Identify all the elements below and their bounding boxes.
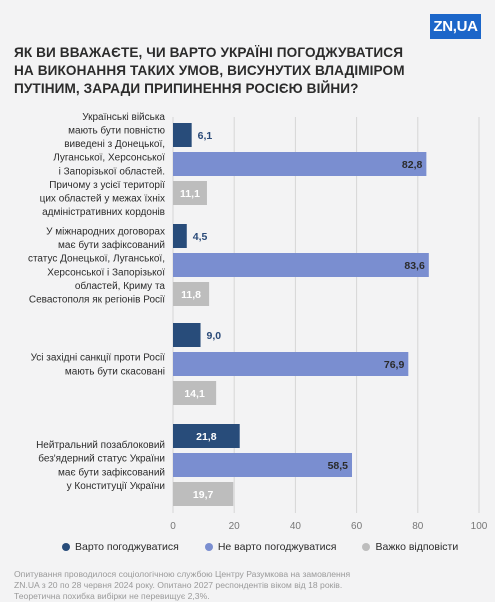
category-label: у Конституції України xyxy=(67,481,165,492)
bar-value-label: 14,1 xyxy=(184,388,205,400)
legend-label: Варто погоджуватися xyxy=(75,541,179,553)
legend-label: Важко відповісти xyxy=(375,541,459,553)
bar-value-label: 83,6 xyxy=(404,260,425,272)
category-label: виведені з Донецької, xyxy=(64,139,165,150)
legend: Варто погоджуватися Не варто погоджувати… xyxy=(62,541,458,553)
legend-swatch-agree xyxy=(62,543,70,551)
footnote-line: ZN.UA з 20 по 28 червня 2024 року. Опита… xyxy=(14,580,343,590)
category-label: Херсонської і Запорізької xyxy=(47,267,165,278)
x-tick-label: 0 xyxy=(170,521,176,532)
bar-value-label: 11,8 xyxy=(181,289,201,301)
bar-hard xyxy=(173,181,207,205)
bar-agree xyxy=(173,224,187,248)
category-label: мають бути повністю xyxy=(68,125,165,137)
category-label: Українські війська xyxy=(82,112,165,123)
bar-value-label: 76,9 xyxy=(384,359,405,371)
category-label: і Запорізької областей. xyxy=(59,165,165,177)
category-label: адміністративних кордонів xyxy=(42,207,165,218)
bar-value-label: 58,5 xyxy=(328,460,349,472)
category-label: має бути зафіксований xyxy=(58,239,165,251)
bar-value-label: 82,8 xyxy=(402,159,423,171)
footnote-line: Опитування проводилося соціологічною слу… xyxy=(14,569,351,579)
bar-value-label: 19,7 xyxy=(193,489,214,501)
category-label: Луганської, Херсонської xyxy=(53,153,165,164)
category-label: У міжнародних договорах xyxy=(46,227,165,238)
category-label: статус Донецької, Луганської, xyxy=(28,254,165,265)
category-label: має бути зафіксований xyxy=(58,466,165,478)
x-tick-label: 20 xyxy=(229,521,241,532)
legend-swatch-disagree xyxy=(204,543,213,551)
footnote-line: Теоретична похибка вибірки не перевищує … xyxy=(14,591,210,601)
footnote: Опитування проводилося соціологічною слу… xyxy=(14,569,484,602)
category-label: цих областей у межах їхніх xyxy=(40,193,165,205)
bar-hard xyxy=(173,482,234,506)
bar-value-label: 9,0 xyxy=(207,330,222,342)
chart-title: ЯК ВИ ВВАЖАЄТЕ, ЧИ ВАРТО УКРАЇНІ ПОГОДЖУ… xyxy=(14,44,414,98)
category-label: областей, Криму та xyxy=(75,280,166,292)
x-tick-label: 40 xyxy=(290,521,302,532)
category-label: мають бути скасовані xyxy=(65,365,165,377)
bar-value-label: 21,8 xyxy=(196,431,217,443)
x-tick-label: 60 xyxy=(351,521,363,532)
category-label: Севастополя як регіонів Росії xyxy=(29,295,165,306)
legend-swatch-hard xyxy=(362,543,371,551)
zn-ua-logo: ZN,UA xyxy=(430,14,481,39)
legend-item-disagree: Не варто погоджуватися xyxy=(204,541,337,553)
category-label: Усі західні санкції проти Росії xyxy=(31,353,166,364)
x-tick-label: 100 xyxy=(471,521,488,532)
legend-item-hard: Важко відповісти xyxy=(362,541,458,553)
bar-disagree xyxy=(173,352,409,376)
bar-value-label: 6,1 xyxy=(198,130,213,142)
bar-hard xyxy=(173,282,210,306)
bar-disagree xyxy=(173,453,353,477)
x-tick-label: 80 xyxy=(412,521,424,532)
bar-disagree xyxy=(173,152,427,176)
bar-hard xyxy=(173,381,217,405)
category-label: Нейтральний позаблоковий xyxy=(36,439,165,451)
bar-agree xyxy=(173,323,201,347)
category-label: Причому з усієї території xyxy=(49,180,165,191)
title-line: НА ВИКОНАННЯ ТАКИХ УМОВ, ВИСУНУТИХ ВЛАДІ… xyxy=(14,63,405,78)
bar-agree xyxy=(173,424,240,448)
bar-disagree xyxy=(173,253,429,277)
title-line: ЯК ВИ ВВАЖАЄТЕ, ЧИ ВАРТО УКРАЇНІ ПОГОДЖУ… xyxy=(14,45,404,60)
legend-item-agree: Варто погоджуватися xyxy=(62,541,179,553)
bar-value-label: 4,5 xyxy=(193,231,208,243)
category-label: без'ядерний статус України xyxy=(38,453,165,465)
title-line: ПУТІНИМ, ЗАРАДИ ПРИПИНЕННЯ РОСІЄЮ ВІЙНИ? xyxy=(14,81,359,96)
legend-label: Не варто погоджуватися xyxy=(217,541,337,553)
bar-value-label: 11,1 xyxy=(180,188,200,200)
bar-agree xyxy=(173,123,192,147)
